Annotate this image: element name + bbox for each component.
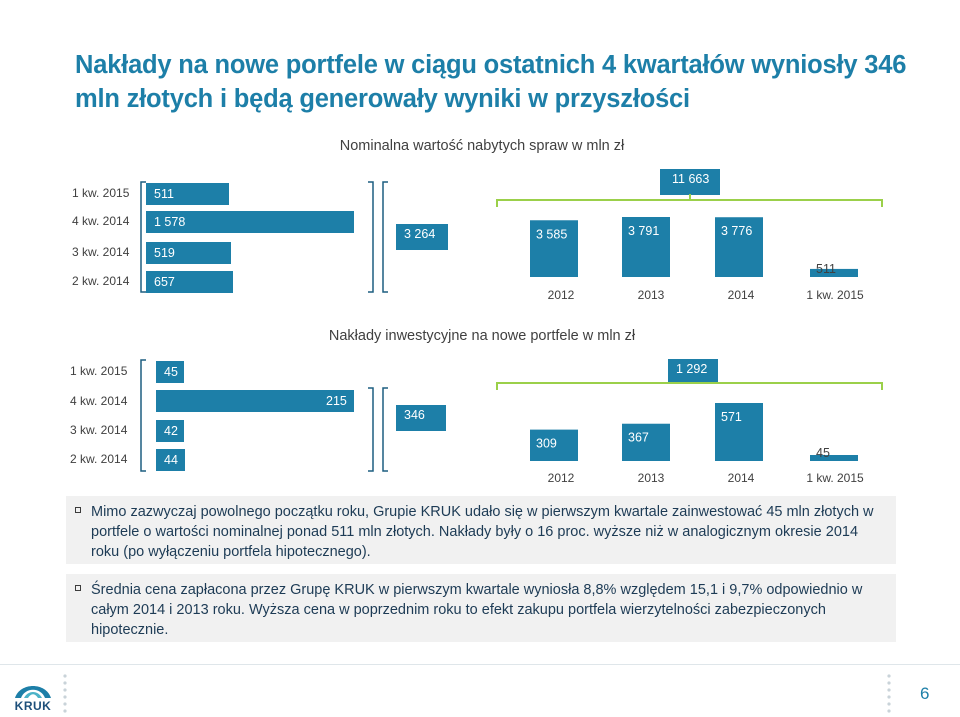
bar-value-label: 3 585 [536, 227, 567, 241]
quarter-bracket-right [368, 181, 374, 293]
annual-bar [810, 268, 858, 277]
decorative-dot [887, 702, 891, 706]
annual-bar [715, 217, 763, 277]
quarter-label: 4 kw. 2014 [72, 214, 130, 228]
total-bracket [496, 382, 883, 390]
decorative-dot [887, 674, 891, 678]
quarter-label: 1 kw. 2015 [72, 186, 130, 200]
bullet-box: Mimo zazwyczaj powolnego początku roku, … [66, 496, 896, 564]
bullet-box: Średnia cena zapłacona przez Grupę KRUK … [66, 574, 896, 642]
decorative-dot [887, 695, 891, 699]
bullet-text: Średnia cena zapłacona przez Grupę KRUK … [91, 582, 863, 638]
x-tick-label: 1 kw. 2015 [806, 288, 864, 302]
decorative-dot [63, 688, 67, 692]
page-title: Nakłady na nowe portfele w ciągu ostatni… [75, 51, 907, 113]
quarter-label: 4 kw. 2014 [70, 394, 128, 408]
quarter-bar: 511 [146, 183, 229, 205]
x-tick-label: 2014 [727, 471, 755, 485]
decorative-dot [63, 702, 67, 706]
quarter-bar: 1 578 [146, 211, 354, 233]
quarter-bracket [140, 359, 146, 472]
kruk-logo-icon [15, 686, 51, 698]
bullet-text: Mimo zazwyczaj powolnego początku roku, … [91, 504, 874, 560]
x-tick-label: 2013 [637, 471, 665, 485]
x-tick-label: 1 kw. 2015 [806, 471, 864, 485]
chart-title: Nominalna wartość nabytych spraw w mln z… [339, 138, 625, 154]
quarter-bar: 215 [156, 390, 354, 412]
quarter-bar: 44 [156, 449, 185, 471]
quarter-bar: 657 [146, 271, 233, 293]
decorative-dot [63, 674, 67, 678]
decorative-dot [63, 695, 67, 699]
quarter-label: 3 kw. 2014 [70, 423, 128, 437]
annual-bar [715, 403, 763, 461]
bar-value-label: 367 [628, 431, 649, 445]
annual-bar [622, 217, 670, 277]
bullet-square-icon [75, 585, 81, 591]
sum-box: 3 264 [396, 224, 448, 250]
quarter-label: 1 kw. 2015 [70, 364, 128, 378]
bar-value-label: 309 [536, 437, 557, 451]
bar-value-label: 571 [721, 410, 742, 424]
bullet-square-icon [75, 507, 81, 513]
quarter-label: 2 kw. 2014 [70, 452, 128, 466]
annual-bar [530, 429, 578, 461]
page-number: 6 [920, 684, 930, 703]
x-tick-label: 2012 [547, 288, 575, 302]
sum-bracket [382, 181, 388, 293]
decorative-dot [887, 688, 891, 692]
quarter-label: 2 kw. 2014 [72, 274, 130, 288]
quarter-bar: 45 [156, 361, 184, 383]
bar-value-label: 45 [816, 446, 830, 460]
x-tick-label: 2012 [547, 471, 575, 485]
chart-title: Nakłady inwestycyjne na nowe portfele w … [328, 328, 636, 344]
decorative-dot [63, 681, 67, 685]
annual-bar [810, 455, 858, 461]
sum-bracket [382, 387, 388, 472]
decorative-dot [887, 709, 891, 713]
quarter-bar: 519 [146, 242, 231, 264]
total-box: 1 292 [668, 359, 718, 383]
x-tick-label: 2013 [637, 288, 665, 302]
logo-text: KRUK [14, 699, 52, 713]
total-box: 11 663 [660, 169, 720, 195]
quarter-bracket [140, 181, 146, 293]
kruk-logo: KRUK [12, 676, 54, 714]
annual-bar [530, 220, 578, 277]
annual-bar [622, 423, 670, 461]
bar-value-label: 3 791 [628, 224, 659, 238]
quarter-label: 3 kw. 2014 [72, 245, 130, 259]
decorative-dot [63, 709, 67, 713]
footer-divider [0, 664, 960, 665]
bar-value-label: 511 [816, 262, 836, 276]
quarter-bracket-right [368, 387, 374, 472]
bar-value-label: 3 776 [721, 224, 752, 238]
decorative-dot [887, 681, 891, 685]
sum-box: 346 [396, 405, 446, 431]
x-tick-label: 2014 [727, 288, 755, 302]
quarter-bar: 42 [156, 420, 184, 442]
